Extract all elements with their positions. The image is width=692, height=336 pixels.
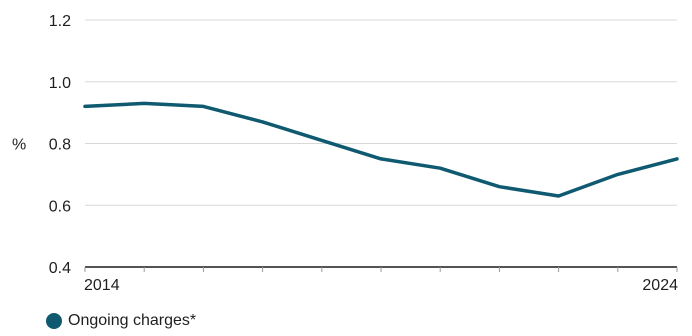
axis-layer: 0.4 0.6 0.8 1.0 1.2% 2014 2024 (12, 13, 678, 294)
y-tick-label: 0.4 (49, 260, 71, 277)
legend: Ongoing charges* (46, 312, 196, 330)
y-tick-label: 1.2 (49, 13, 71, 30)
y-tick-label: 0.6 (49, 198, 71, 215)
series-line (83, 101, 679, 198)
grid-layer (85, 19, 677, 206)
y-tick-label: 1.0 (49, 75, 71, 92)
legend-label: Ongoing charges* (68, 312, 197, 329)
series-layer (83, 101, 679, 198)
y-tick-label: 0.8 (49, 137, 71, 154)
x-tick-label: 2024 (642, 277, 678, 294)
y-axis-title: % (12, 137, 26, 154)
x-tick-label: 2014 (84, 277, 120, 294)
legend-marker (46, 313, 62, 329)
